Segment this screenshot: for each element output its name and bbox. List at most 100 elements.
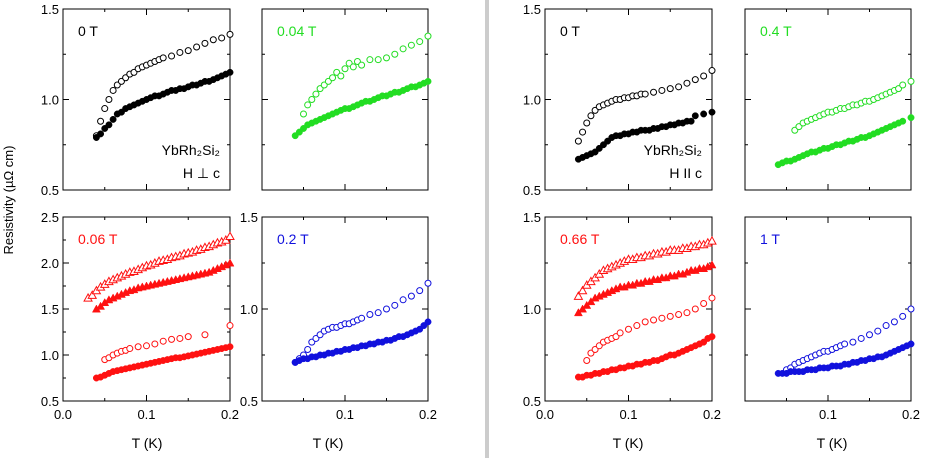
data-point bbox=[573, 291, 584, 300]
data-point bbox=[687, 117, 695, 125]
data-point bbox=[857, 334, 865, 342]
data-point bbox=[708, 108, 716, 116]
x-axis-label-right-1: T (K) bbox=[613, 435, 644, 451]
data-point bbox=[374, 56, 382, 64]
data-point bbox=[143, 342, 150, 350]
data-point bbox=[226, 30, 234, 38]
panel-left-0T: 0.5 1.0 1.5 0 T YbRh₂Si₂ H ⊥ c bbox=[41, 2, 234, 198]
y-tick-label: 2.5 bbox=[41, 210, 59, 225]
x-tick-label: 0.1 bbox=[336, 407, 354, 422]
data-point bbox=[201, 39, 209, 47]
data-point bbox=[193, 43, 201, 51]
data-point bbox=[391, 301, 399, 309]
x-tick-label: 0.1 bbox=[819, 407, 837, 422]
y-tick-label: 1.5 bbox=[240, 210, 258, 225]
data-point bbox=[899, 81, 907, 89]
data-point bbox=[226, 343, 234, 351]
data-point bbox=[577, 285, 588, 295]
data-point bbox=[907, 340, 915, 348]
data-point bbox=[691, 305, 699, 313]
data-point bbox=[126, 345, 134, 353]
series-filled-circle bbox=[774, 340, 915, 377]
compound-label: YbRh₂Si₂ bbox=[162, 142, 220, 158]
data-point bbox=[366, 56, 374, 64]
data-point bbox=[907, 114, 915, 122]
data-point bbox=[691, 112, 699, 120]
y-tick-label: 0.5 bbox=[41, 394, 59, 409]
data-point bbox=[226, 68, 234, 76]
data-point bbox=[383, 54, 390, 62]
data-point bbox=[616, 329, 624, 337]
data-point bbox=[109, 115, 117, 123]
data-point bbox=[874, 327, 882, 335]
data-point bbox=[641, 318, 649, 326]
panel-left-0.04T: 0.04 T bbox=[261, 8, 432, 191]
field-label: 0.06 T bbox=[78, 231, 118, 247]
data-point bbox=[168, 52, 176, 60]
data-point bbox=[675, 83, 683, 91]
orientation-label: H ⊥ c bbox=[183, 165, 220, 181]
panel-left-0.06T: 0.5 1.0 1.5 2.0 2.5 0.0 0.1 0.2 0.06 T bbox=[41, 210, 239, 422]
series-filled-triangle bbox=[91, 258, 235, 313]
series-filled-circle bbox=[291, 318, 432, 366]
y-tick-label: 0.5 bbox=[523, 394, 541, 409]
field-label: 0.04 T bbox=[277, 23, 317, 39]
data-point bbox=[97, 130, 105, 138]
data-point bbox=[583, 357, 591, 365]
data-point bbox=[683, 79, 691, 87]
data-point bbox=[708, 333, 716, 341]
data-point bbox=[105, 96, 113, 103]
data-point bbox=[329, 74, 337, 82]
data-point bbox=[708, 67, 716, 75]
series-open-circle bbox=[101, 322, 234, 364]
series-open-circle bbox=[291, 279, 432, 366]
series-open-circle bbox=[783, 305, 915, 374]
series-filled-circle bbox=[774, 114, 915, 169]
data-point bbox=[218, 34, 226, 42]
panel-right-0T: 0.5 1.0 1.5 0 T YbRh₂Si₂ H II c bbox=[523, 2, 716, 198]
data-point bbox=[87, 290, 98, 299]
data-point bbox=[184, 47, 192, 55]
data-point bbox=[707, 260, 717, 269]
data-point bbox=[225, 258, 235, 267]
data-point bbox=[383, 305, 390, 313]
y-tick-label: 0.5 bbox=[41, 183, 59, 198]
data-point bbox=[366, 311, 374, 319]
field-label: 1 T bbox=[760, 231, 780, 247]
data-point bbox=[707, 235, 717, 245]
data-point bbox=[416, 38, 424, 46]
data-point bbox=[349, 63, 357, 71]
series-open-circle bbox=[583, 294, 716, 365]
x-tick-label: 0.2 bbox=[419, 407, 437, 422]
x-axis-label-right-2: T (K) bbox=[817, 435, 848, 451]
field-label: 0.66 T bbox=[560, 231, 600, 247]
data-point bbox=[641, 90, 649, 98]
data-point bbox=[101, 105, 109, 113]
panel-right-0.4T: 0.4 T bbox=[744, 8, 915, 191]
data-point bbox=[666, 85, 674, 93]
data-point bbox=[579, 128, 587, 136]
data-point bbox=[899, 312, 907, 320]
data-point bbox=[633, 322, 641, 330]
data-point bbox=[300, 110, 307, 118]
x-axis-label-left-2: T (K) bbox=[313, 435, 344, 451]
data-point bbox=[358, 314, 366, 322]
data-point bbox=[308, 96, 316, 103]
y-tick-label: 1.5 bbox=[523, 2, 541, 17]
series-filled-circle bbox=[291, 77, 432, 140]
x-tick-label: 0.2 bbox=[703, 407, 721, 422]
y-tick-label: 1.0 bbox=[523, 302, 541, 317]
y-tick-label: 0.5 bbox=[240, 394, 258, 409]
x-axis-label-left-1: T (K) bbox=[132, 435, 163, 451]
data-point bbox=[587, 112, 595, 120]
series-filled-triangle bbox=[573, 260, 717, 317]
data-point bbox=[416, 287, 424, 295]
series-filled-circle bbox=[574, 333, 716, 381]
data-point bbox=[866, 331, 873, 339]
data-point bbox=[374, 309, 382, 317]
data-point bbox=[97, 117, 105, 125]
data-point bbox=[907, 305, 915, 313]
x-tick-label: 0.1 bbox=[137, 407, 155, 422]
panel-divider bbox=[485, 0, 489, 458]
